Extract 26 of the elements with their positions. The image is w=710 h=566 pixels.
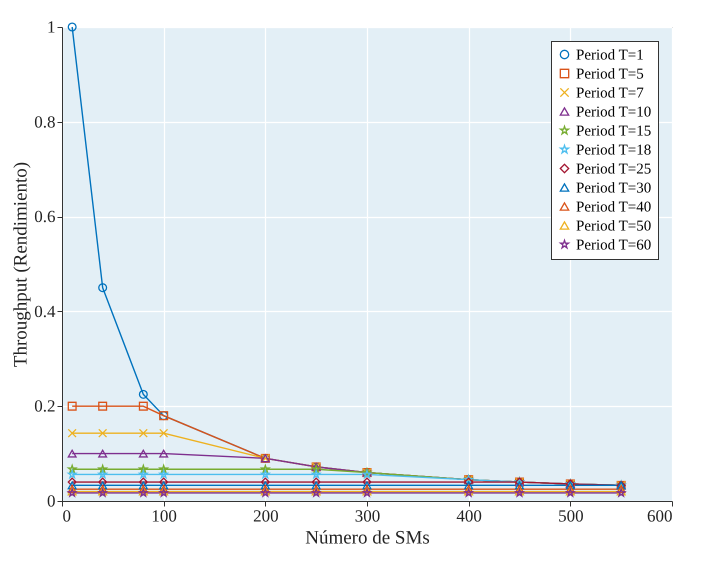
x-tick-label: 0 [62, 506, 71, 526]
x-tick-label: 200 [253, 506, 279, 526]
x-axis-title: Número de SMs [305, 528, 430, 548]
y-tick-label: 0.2 [34, 396, 56, 416]
y-tick-label: 0.8 [34, 112, 56, 132]
y-axis-title: Throughput (Rendimiento) [10, 162, 32, 368]
legend-label: Period T=10 [576, 104, 652, 120]
y-tick-label: 0.6 [34, 207, 56, 226]
x-tick-label: 400 [456, 506, 482, 526]
y-tick-label: 0.4 [34, 302, 56, 321]
legend-label: Period T=5 [576, 66, 644, 82]
x-tick-label: 300 [354, 506, 380, 526]
legend-label: Period T=25 [576, 162, 652, 178]
x-tick-label: 600 [647, 506, 672, 526]
legend-label: Period T=15 [576, 124, 652, 140]
legend-label: Period T=7 [576, 86, 644, 102]
legend-label: Period T=40 [576, 200, 652, 216]
legend-label: Period T=1 [576, 48, 644, 64]
legend-label: Period T=50 [576, 218, 652, 234]
legend-label: Period T=30 [576, 180, 652, 196]
legend-label: Period T=18 [576, 142, 652, 158]
legend-label: Period T=60 [576, 238, 652, 254]
x-tick-label: 100 [151, 506, 177, 526]
x-tick-label: 500 [558, 506, 584, 526]
y-tick-label: 0 [47, 492, 56, 510]
y-tick-label: 1 [47, 18, 56, 36]
